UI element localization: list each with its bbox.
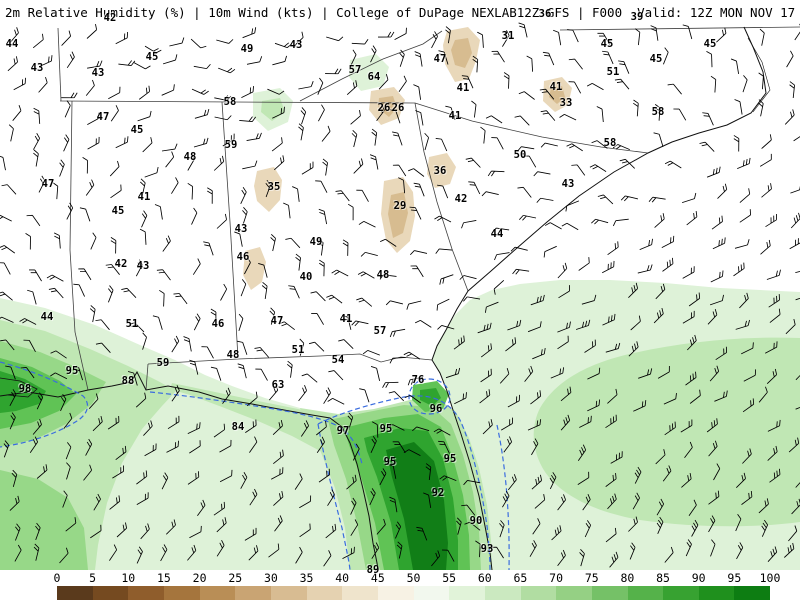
state-border bbox=[414, 102, 649, 154]
state-border bbox=[147, 353, 433, 365]
colorbar-tick-label: 95 bbox=[727, 571, 742, 585]
coastline-la-marsh bbox=[0, 377, 38, 398]
humidity-region-atlantic-medium bbox=[533, 337, 800, 527]
contour-90-panhandle bbox=[149, 391, 363, 465]
wind-barbs-layer bbox=[0, 22, 800, 568]
humidity-contour-layer bbox=[0, 361, 510, 571]
colorbar-segment bbox=[556, 586, 592, 600]
product-title: 2m Relative Humidity (%) | 10m Wind (kts… bbox=[5, 4, 517, 20]
contour-90-offshore bbox=[496, 424, 510, 571]
state-border bbox=[145, 363, 149, 391]
coastline-outer-banks bbox=[747, 37, 771, 113]
colorbar-segment bbox=[484, 586, 521, 600]
state-border bbox=[414, 102, 469, 292]
humidity-shading-layer bbox=[0, 27, 800, 570]
colorbar-tick-label: 80 bbox=[620, 571, 635, 585]
contour-90-jax bbox=[408, 378, 451, 415]
state-border bbox=[59, 100, 416, 104]
dry-region-west-ga bbox=[254, 167, 282, 212]
coastline-layer bbox=[0, 26, 771, 571]
humidity-colorbar: 0 5 10 15 20 25 30 35 40 45 50 55 60 65 70 75 80 85 90 95 10… bbox=[0, 570, 800, 600]
state-border bbox=[57, 27, 62, 102]
colorbar-tick-label: 40 bbox=[335, 571, 350, 585]
dry-region-top-inner bbox=[451, 38, 472, 68]
dry-region-sw-ga bbox=[243, 247, 266, 290]
colorbar-tick-label: 35 bbox=[299, 571, 314, 585]
colorbar-segment bbox=[449, 586, 485, 600]
colorbar-tick-label: 60 bbox=[477, 571, 492, 585]
colorbar-tick-label: 75 bbox=[584, 571, 599, 585]
colorbar-segment bbox=[698, 586, 735, 600]
colorbar-segment bbox=[734, 586, 771, 600]
contour-90-la bbox=[0, 361, 89, 448]
colorbar-tick-label: 0 bbox=[53, 571, 61, 585]
contour-90-florida bbox=[317, 395, 491, 571]
colorbar-segment bbox=[199, 586, 236, 600]
colorbar-tick-label: 65 bbox=[513, 571, 528, 585]
humidity-region-nga-blob2 bbox=[349, 54, 389, 91]
dry-region-ne-inner bbox=[549, 86, 565, 104]
colorbar-segment bbox=[128, 586, 164, 600]
colorbar-segment bbox=[163, 586, 200, 600]
colorbar-gradient bbox=[57, 586, 771, 600]
colorbar-segment bbox=[627, 586, 664, 600]
colorbar-segment bbox=[235, 586, 271, 600]
colorbar-segment bbox=[413, 586, 450, 600]
colorbar-tick-label: 15 bbox=[157, 571, 171, 585]
dry-region-north-ga-inner bbox=[378, 96, 397, 117]
colorbar-ticks: 0 5 10 15 20 25 30 35 40 45 50 55 60 65 70 75 80 85 90 95 10… bbox=[0, 570, 800, 585]
map-header: 2m Relative Humidity (%) | 10m Wind (kts… bbox=[0, 0, 800, 24]
colorbar-tick-label: 10 bbox=[121, 571, 136, 585]
colorbar-tick-label: 70 bbox=[549, 571, 564, 585]
humidity-region-corner-blob bbox=[0, 470, 88, 570]
colorbar-tick-label: 20 bbox=[192, 571, 207, 585]
colorbar-segment bbox=[92, 586, 129, 600]
colorbar-tick-label: 50 bbox=[406, 571, 421, 585]
contour-90-florida-west bbox=[317, 423, 351, 571]
state-border bbox=[69, 100, 89, 391]
colorbar-segment bbox=[342, 586, 378, 600]
colorbar-segment bbox=[663, 586, 699, 600]
colorbar-segment bbox=[520, 586, 557, 600]
humidity-region-fl-core bbox=[386, 442, 448, 570]
colorbar-segment bbox=[591, 586, 628, 600]
colorbar-tick-label: 100 bbox=[759, 571, 781, 585]
state-border bbox=[299, 30, 443, 102]
colorbar-segment bbox=[57, 586, 93, 600]
colorbar-tick-label: 30 bbox=[263, 571, 278, 585]
dry-region-central-ga-inner bbox=[388, 192, 408, 238]
colorbar-tick-label: 90 bbox=[691, 571, 706, 585]
coastline-gulf bbox=[0, 370, 379, 571]
colorbar-tick-label: 45 bbox=[370, 571, 385, 585]
state-border bbox=[221, 101, 239, 359]
dry-region-east-ga bbox=[427, 153, 456, 188]
colorbar-segment bbox=[377, 586, 414, 600]
coastline-atlantic bbox=[431, 26, 767, 571]
colorbar-segment bbox=[306, 586, 343, 600]
model-run-info: 12Z GFS | F000 Valid: 12Z MON NOV 17 202… bbox=[516, 4, 796, 20]
colorbar-tick-label: 25 bbox=[228, 571, 243, 585]
colorbar-tick-label: 85 bbox=[656, 571, 670, 585]
state-border bbox=[559, 26, 800, 31]
colorbar-tick-label: 55 bbox=[442, 571, 457, 585]
colorbar-tick-label: 5 bbox=[89, 571, 97, 585]
colorbar-segment bbox=[270, 586, 307, 600]
